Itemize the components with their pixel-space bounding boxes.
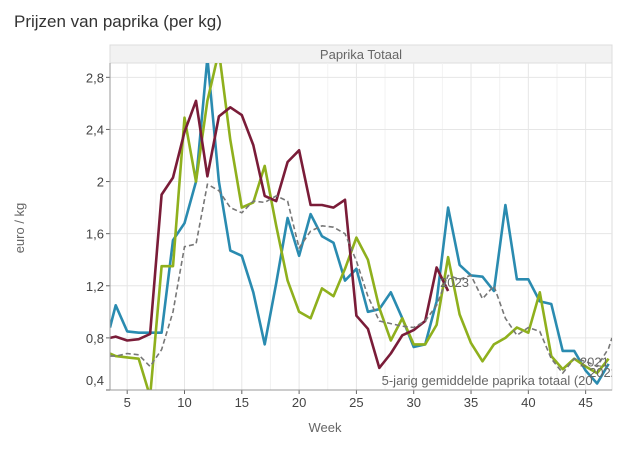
plot-area [109, 62, 613, 391]
x-tick-label: 25 [349, 395, 363, 410]
series-label: 2021 [580, 355, 609, 370]
series-line-5-jarig [110, 183, 612, 374]
series-label: 2023 [440, 275, 469, 290]
y-tick-label: 2 [97, 175, 104, 190]
y-tick-label: 2,4 [86, 122, 104, 137]
y-tick-label: 1,2 [86, 279, 104, 294]
x-tick-label: 15 [235, 395, 249, 410]
y-tick-label: 0,8 [86, 331, 104, 346]
series-label: 2022 [589, 365, 618, 380]
series-line-2021 [110, 63, 610, 385]
series-label: 5-jarig gemiddelde paprika totaal (20 [382, 373, 593, 388]
series-line-2022 [110, 63, 610, 390]
x-tick-label: 45 [578, 395, 592, 410]
y-axis-label: euro / kg [12, 203, 27, 254]
panel-title: Paprika Totaal [320, 47, 402, 62]
x-tick-label: 5 [124, 395, 131, 410]
x-tick-label: 40 [521, 395, 535, 410]
x-tick-label: 35 [464, 395, 478, 410]
x-axis-label: Week [309, 420, 342, 435]
x-tick-label: 20 [292, 395, 306, 410]
series-line-2023 [110, 99, 450, 370]
y-tick-label: 1,6 [86, 227, 104, 242]
y-tick-label: 0,4 [86, 373, 104, 388]
y-tick-label: 2,8 [86, 70, 104, 85]
x-tick-label: 30 [406, 395, 420, 410]
x-tick-label: 10 [177, 395, 191, 410]
chart-title: Prijzen van paprika (per kg) [14, 12, 222, 31]
